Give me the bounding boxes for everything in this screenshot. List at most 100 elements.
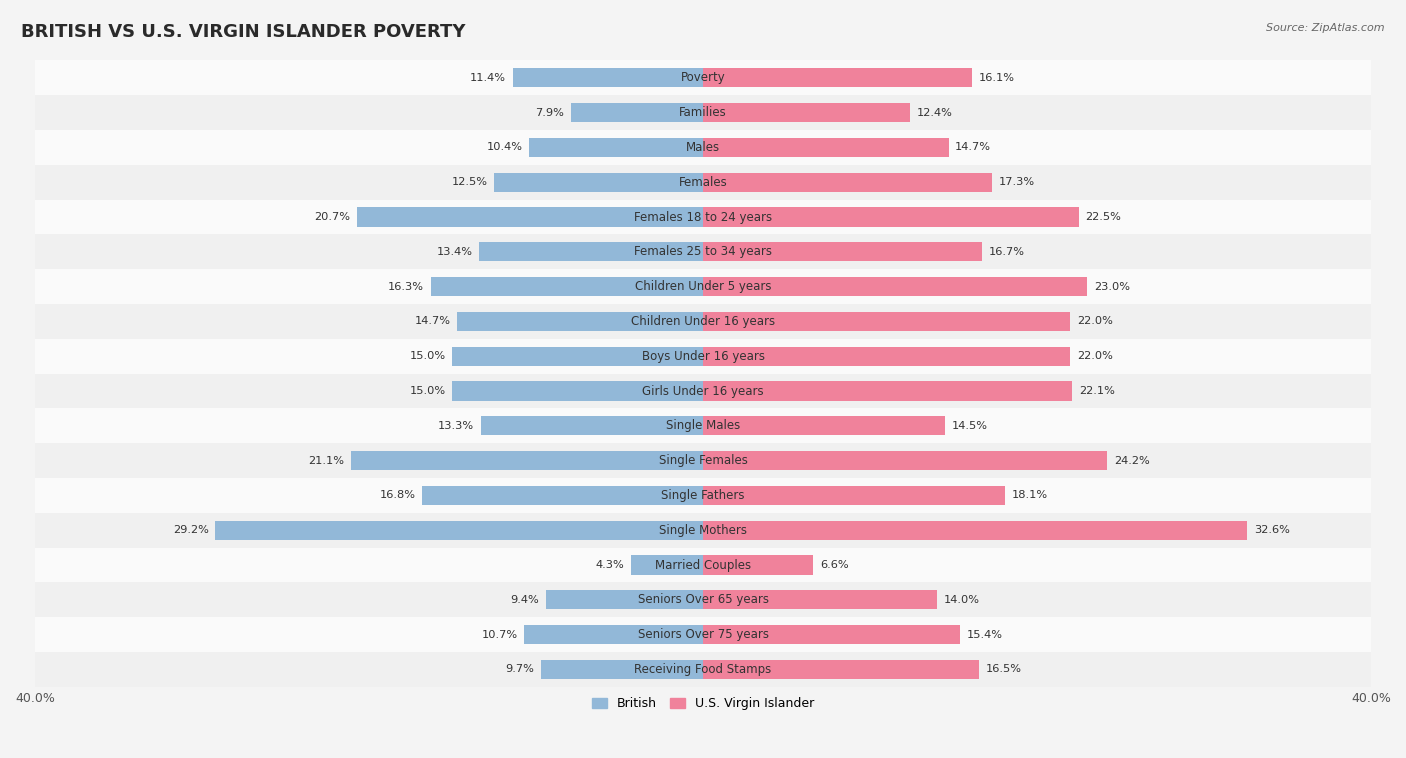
Bar <box>422 486 703 505</box>
Text: Families: Families <box>679 106 727 119</box>
Text: 14.7%: 14.7% <box>415 316 451 327</box>
Text: Females: Females <box>679 176 727 189</box>
Text: 16.8%: 16.8% <box>380 490 416 500</box>
Legend: British, U.S. Virgin Islander: British, U.S. Virgin Islander <box>588 692 818 715</box>
Text: 29.2%: 29.2% <box>173 525 208 535</box>
Text: 23.0%: 23.0% <box>1094 282 1130 292</box>
Text: 22.5%: 22.5% <box>1085 212 1122 222</box>
Text: Seniors Over 75 years: Seniors Over 75 years <box>637 628 769 641</box>
Text: Single Females: Single Females <box>658 454 748 467</box>
Text: 14.0%: 14.0% <box>943 595 980 605</box>
Text: 22.0%: 22.0% <box>1077 351 1114 362</box>
Text: Receiving Food Stamps: Receiving Food Stamps <box>634 663 772 676</box>
Bar <box>703 208 1078 227</box>
Bar <box>529 138 703 157</box>
Bar <box>35 443 1371 478</box>
Text: 14.7%: 14.7% <box>955 143 991 152</box>
Text: Single Fathers: Single Fathers <box>661 489 745 502</box>
Bar <box>703 486 1005 505</box>
Bar <box>479 243 703 262</box>
Bar <box>430 277 703 296</box>
Bar <box>703 138 949 157</box>
Text: 9.4%: 9.4% <box>510 595 540 605</box>
Text: Poverty: Poverty <box>681 71 725 84</box>
Bar <box>703 625 960 644</box>
Bar <box>703 416 945 435</box>
Bar <box>35 304 1371 339</box>
Text: 15.0%: 15.0% <box>409 386 446 396</box>
Text: 12.5%: 12.5% <box>451 177 488 187</box>
Bar <box>703 521 1247 540</box>
Text: 14.5%: 14.5% <box>952 421 988 431</box>
Text: Females 25 to 34 years: Females 25 to 34 years <box>634 246 772 258</box>
Text: 15.4%: 15.4% <box>967 630 1002 640</box>
Text: 16.5%: 16.5% <box>986 665 1021 675</box>
Bar <box>703 590 936 609</box>
Bar <box>703 451 1107 470</box>
Text: Boys Under 16 years: Boys Under 16 years <box>641 349 765 363</box>
Bar <box>35 165 1371 199</box>
Bar <box>215 521 703 540</box>
Bar <box>546 590 703 609</box>
Bar <box>703 243 981 262</box>
Text: Girls Under 16 years: Girls Under 16 years <box>643 384 763 397</box>
Text: 16.3%: 16.3% <box>388 282 425 292</box>
Bar <box>35 96 1371 130</box>
Bar <box>457 312 703 331</box>
Bar <box>703 346 1070 366</box>
Text: 22.1%: 22.1% <box>1078 386 1115 396</box>
Bar <box>35 374 1371 409</box>
Bar <box>35 478 1371 513</box>
Bar <box>703 556 813 575</box>
Text: 22.0%: 22.0% <box>1077 316 1114 327</box>
Bar <box>35 409 1371 443</box>
Bar <box>703 660 979 679</box>
Bar <box>35 234 1371 269</box>
Text: Married Couples: Married Couples <box>655 559 751 572</box>
Text: Children Under 16 years: Children Under 16 years <box>631 315 775 328</box>
Text: Females 18 to 24 years: Females 18 to 24 years <box>634 211 772 224</box>
Bar <box>35 513 1371 547</box>
Text: 6.6%: 6.6% <box>820 560 849 570</box>
Bar <box>453 381 703 401</box>
Text: 12.4%: 12.4% <box>917 108 953 117</box>
Text: Seniors Over 65 years: Seniors Over 65 years <box>637 594 769 606</box>
Bar <box>631 556 703 575</box>
Text: Males: Males <box>686 141 720 154</box>
Text: 13.4%: 13.4% <box>436 247 472 257</box>
Text: Children Under 5 years: Children Under 5 years <box>634 280 772 293</box>
Text: 13.3%: 13.3% <box>439 421 474 431</box>
Bar <box>35 652 1371 687</box>
Bar <box>703 381 1073 401</box>
Bar <box>703 277 1087 296</box>
Bar <box>571 103 703 122</box>
Text: Source: ZipAtlas.com: Source: ZipAtlas.com <box>1267 23 1385 33</box>
Text: 20.7%: 20.7% <box>315 212 350 222</box>
Text: 17.3%: 17.3% <box>998 177 1035 187</box>
Bar <box>541 660 703 679</box>
Bar <box>35 199 1371 234</box>
Bar <box>35 339 1371 374</box>
Text: 24.2%: 24.2% <box>1114 456 1150 465</box>
Text: 18.1%: 18.1% <box>1012 490 1047 500</box>
Bar <box>524 625 703 644</box>
Bar <box>35 582 1371 617</box>
Text: 16.7%: 16.7% <box>988 247 1025 257</box>
Text: Single Males: Single Males <box>666 419 740 432</box>
Bar <box>703 173 993 192</box>
Text: 32.6%: 32.6% <box>1254 525 1291 535</box>
Bar <box>703 312 1070 331</box>
Bar <box>703 68 972 87</box>
Bar <box>495 173 703 192</box>
Text: 10.4%: 10.4% <box>486 143 523 152</box>
Text: 11.4%: 11.4% <box>470 73 506 83</box>
Text: 7.9%: 7.9% <box>536 108 564 117</box>
Text: 9.7%: 9.7% <box>505 665 534 675</box>
Text: 16.1%: 16.1% <box>979 73 1015 83</box>
Text: BRITISH VS U.S. VIRGIN ISLANDER POVERTY: BRITISH VS U.S. VIRGIN ISLANDER POVERTY <box>21 23 465 41</box>
Bar <box>481 416 703 435</box>
Bar <box>35 617 1371 652</box>
Text: Single Mothers: Single Mothers <box>659 524 747 537</box>
Bar <box>35 61 1371 96</box>
Bar <box>513 68 703 87</box>
